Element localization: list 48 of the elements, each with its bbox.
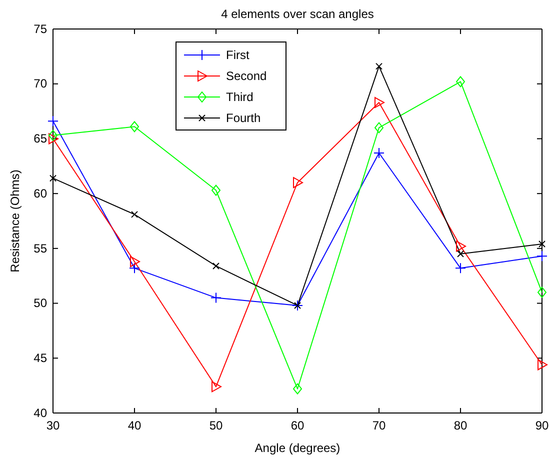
point xyxy=(293,177,303,188)
y-axis-title: Resistance (Ohms) xyxy=(8,170,22,272)
point xyxy=(130,256,140,268)
point xyxy=(129,262,140,274)
point xyxy=(536,250,548,262)
point xyxy=(50,174,56,182)
point xyxy=(457,250,464,258)
x-tick-label: 60 xyxy=(290,418,304,433)
x-axis-title: Angle (degrees) xyxy=(254,441,340,455)
x-tick-label: 70 xyxy=(372,418,386,433)
point xyxy=(48,130,58,141)
point xyxy=(212,184,220,196)
x-tick-label: 30 xyxy=(46,418,60,433)
y-tick-label: 45 xyxy=(34,350,48,365)
y-tick-label: 75 xyxy=(34,22,48,36)
point xyxy=(212,381,222,392)
y-tick-label: 50 xyxy=(34,296,48,310)
point xyxy=(456,76,465,88)
legend-label: Second xyxy=(226,69,267,83)
y-tick-label: 55 xyxy=(34,241,48,256)
legend-label: Third xyxy=(226,90,254,104)
chart-title: 4 elements over scan angles xyxy=(221,7,374,21)
y-tick-label: 40 xyxy=(34,406,48,420)
x-tick-label: 50 xyxy=(209,418,223,433)
point xyxy=(376,62,382,70)
point xyxy=(538,240,546,248)
x-tick-label: 90 xyxy=(535,418,549,433)
point xyxy=(456,240,466,252)
point xyxy=(374,147,384,158)
point xyxy=(538,359,548,370)
y-tick-label: 65 xyxy=(34,132,48,146)
x-tick-label: 80 xyxy=(454,418,468,433)
x-tick-label: 40 xyxy=(128,418,142,433)
point xyxy=(48,133,58,144)
point xyxy=(293,383,302,394)
point xyxy=(374,122,384,134)
point xyxy=(538,286,546,298)
legend-label: Fourth xyxy=(226,111,261,125)
y-tick-label: 70 xyxy=(34,76,48,91)
point xyxy=(130,121,139,132)
point xyxy=(210,292,222,304)
y-tick-label: 60 xyxy=(34,186,48,200)
point xyxy=(212,262,220,270)
point xyxy=(131,210,138,218)
legend-label: First xyxy=(226,48,250,62)
point xyxy=(48,116,58,127)
point xyxy=(374,97,384,108)
point xyxy=(455,262,466,274)
